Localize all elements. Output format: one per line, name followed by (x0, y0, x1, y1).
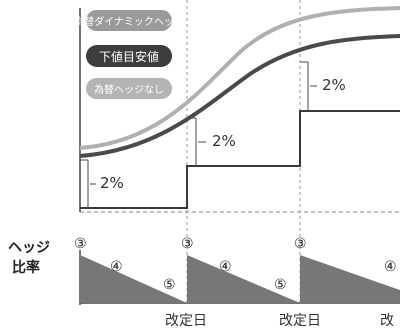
step-label-1: 2% (100, 174, 124, 192)
hedge-ramp-2 (187, 255, 300, 303)
x-tick-label-2: 改定日 (279, 313, 321, 329)
hedge-ratio-label-line1: ヘッジ (8, 240, 50, 256)
x-tick-label-1: 改定日 (165, 313, 207, 329)
legend-entry-dynamic-hedge: 為替ダイナミックヘッジ (74, 10, 184, 31)
series-no-hedge-curve (79, 6, 400, 150)
marker-1-5: ⑤ (163, 277, 176, 293)
marker-2-3: ③ (181, 236, 194, 252)
marker-3-4: ④ (384, 259, 397, 275)
marker-1-4: ④ (110, 259, 123, 275)
legend-label-floor: 下値目安値 (99, 49, 159, 64)
legend: 為替ダイナミックヘッジ 下値目安値 為替ヘッジなし (74, 10, 184, 99)
hedge-ratio-label-line2: 比率 (12, 259, 40, 276)
x-tick-label-3: 改 (380, 313, 394, 329)
legend-label-no-hedge: 為替ヘッジなし (94, 83, 164, 96)
step-label-2: 2% (212, 132, 236, 150)
marker-2-5: ⑤ (274, 277, 287, 293)
series-dynamic-hedge-curve (79, 34, 400, 158)
legend-entry-no-hedge: 為替ヘッジなし (86, 78, 172, 99)
legend-entry-floor: 下値目安値 (86, 45, 172, 67)
marker-2-4: ④ (219, 259, 232, 275)
hedge-ramp-3 (300, 255, 400, 303)
marker-3-3: ③ (294, 236, 307, 252)
floor-step-line (80, 110, 400, 209)
step-label-3: 2% (322, 76, 346, 94)
hedge-ramp-1 (80, 255, 187, 303)
marker-1-3: ③ (74, 236, 87, 252)
legend-label-dynamic-hedge: 為替ダイナミックヘッジ (74, 15, 184, 28)
